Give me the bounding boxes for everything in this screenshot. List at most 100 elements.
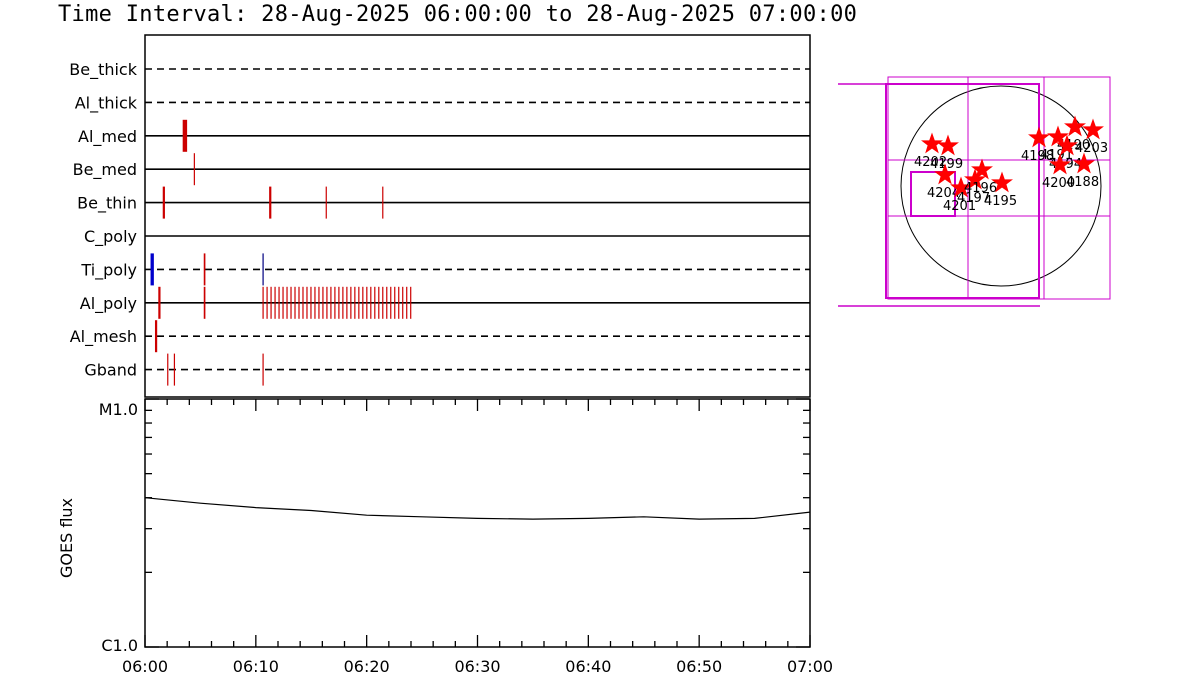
event-mark	[382, 186, 384, 219]
event-mark	[326, 286, 328, 319]
active-region-star	[1073, 152, 1095, 174]
active-region-star	[1082, 118, 1104, 140]
active-region-label: 4202	[914, 155, 947, 170]
active-region-star	[991, 171, 1013, 193]
active-region-label: 4204	[927, 186, 960, 201]
event-mark	[346, 286, 348, 319]
active-region-label: 4199	[930, 157, 963, 172]
event-mark	[406, 286, 408, 319]
goes-frame	[144, 398, 811, 648]
x-tick-label: 07:00	[787, 657, 833, 676]
event-mark	[193, 153, 195, 186]
event-mark	[378, 286, 380, 319]
solar-disk	[900, 85, 1102, 287]
event-mark	[262, 253, 264, 286]
event-mark	[310, 286, 312, 319]
event-mark	[318, 286, 320, 319]
event-mark	[325, 186, 327, 219]
event-mark	[366, 286, 368, 319]
event-mark	[154, 320, 158, 353]
event-mark	[334, 286, 336, 319]
active-region-star	[937, 134, 959, 156]
event-mark	[203, 286, 206, 319]
event-mark	[150, 253, 154, 286]
event-mark	[338, 286, 340, 319]
active-region-label: 4200	[1042, 176, 1075, 191]
event-mark	[262, 353, 264, 386]
event-mark	[262, 286, 264, 319]
fov-box	[967, 76, 1045, 300]
event-mark	[182, 119, 188, 152]
active-region-label: 4201	[943, 199, 976, 214]
event-mark	[269, 186, 272, 219]
chart-title: Time Interval: 28-Aug-2025 06:00:00 to 2…	[58, 2, 858, 27]
event-mark	[370, 286, 372, 319]
active-region-star	[971, 158, 993, 180]
x-tick-label: 06:30	[454, 657, 500, 676]
row-label-al-med: Al_med	[78, 127, 137, 147]
row-label-al-thick: Al_thick	[75, 93, 138, 113]
active-region-label: 4197	[957, 191, 990, 206]
active-region-star	[1047, 125, 1069, 147]
event-mark	[270, 286, 272, 319]
event-mark	[173, 353, 176, 386]
event-mark	[350, 286, 352, 319]
event-mark	[394, 286, 396, 319]
event-mark	[314, 286, 316, 319]
row-label-be-thick: Be_thick	[69, 60, 137, 80]
event-mark	[390, 286, 392, 319]
event-mark	[158, 286, 161, 319]
event-mark	[302, 286, 304, 319]
active-region-star	[1064, 115, 1086, 137]
event-mark	[374, 286, 376, 319]
active-region-star	[1056, 134, 1078, 156]
active-region-star	[934, 163, 956, 185]
y-tick-label-top: M1.0	[99, 400, 138, 419]
event-mark	[162, 186, 165, 219]
event-mark	[410, 286, 412, 319]
active-region-star	[950, 176, 972, 198]
y-axis-label: GOES flux	[57, 498, 76, 578]
row-label-gband: Gband	[84, 361, 137, 380]
event-mark	[203, 253, 206, 286]
active-region-label: 4198	[1021, 149, 1054, 164]
row-label-ti-poly: Ti_poly	[80, 260, 137, 280]
event-mark	[266, 286, 268, 319]
fov-box	[887, 159, 1111, 217]
event-mark	[358, 286, 360, 319]
row-label-c-poly: C_poly	[84, 227, 137, 247]
event-mark	[274, 286, 276, 319]
x-tick-label: 06:40	[565, 657, 611, 676]
y-tick-label-bottom: C1.0	[101, 636, 138, 655]
timeline-frame	[144, 34, 811, 398]
event-mark	[322, 286, 324, 319]
x-tick-label: 06:10	[233, 657, 279, 676]
event-mark	[354, 286, 356, 319]
fov-box	[910, 171, 956, 217]
event-mark	[282, 286, 284, 319]
row-label-be-thin: Be_thin	[77, 194, 137, 214]
event-mark	[382, 286, 384, 319]
active-region-label: 4195	[984, 194, 1017, 209]
row-label-al-poly: Al_poly	[80, 294, 137, 314]
event-mark	[286, 286, 288, 319]
event-mark	[398, 286, 400, 319]
event-mark	[306, 286, 308, 319]
active-region-star	[964, 168, 986, 190]
active-region-label: 4203	[1075, 141, 1108, 156]
row-label-al-mesh: Al_mesh	[70, 327, 137, 347]
active-region-star	[1049, 153, 1071, 175]
active-region-label: 4196	[964, 181, 997, 196]
event-mark	[362, 286, 364, 319]
x-tick-label: 06:20	[344, 657, 390, 676]
event-mark	[386, 286, 388, 319]
active-region-label: 4188	[1066, 175, 1099, 190]
active-region-star	[1028, 126, 1050, 148]
event-mark	[330, 286, 332, 319]
x-tick-label: 06:00	[122, 657, 168, 676]
event-mark	[278, 286, 280, 319]
x-tick-label: 06:50	[676, 657, 722, 676]
event-mark	[402, 286, 404, 319]
event-mark	[290, 286, 292, 319]
